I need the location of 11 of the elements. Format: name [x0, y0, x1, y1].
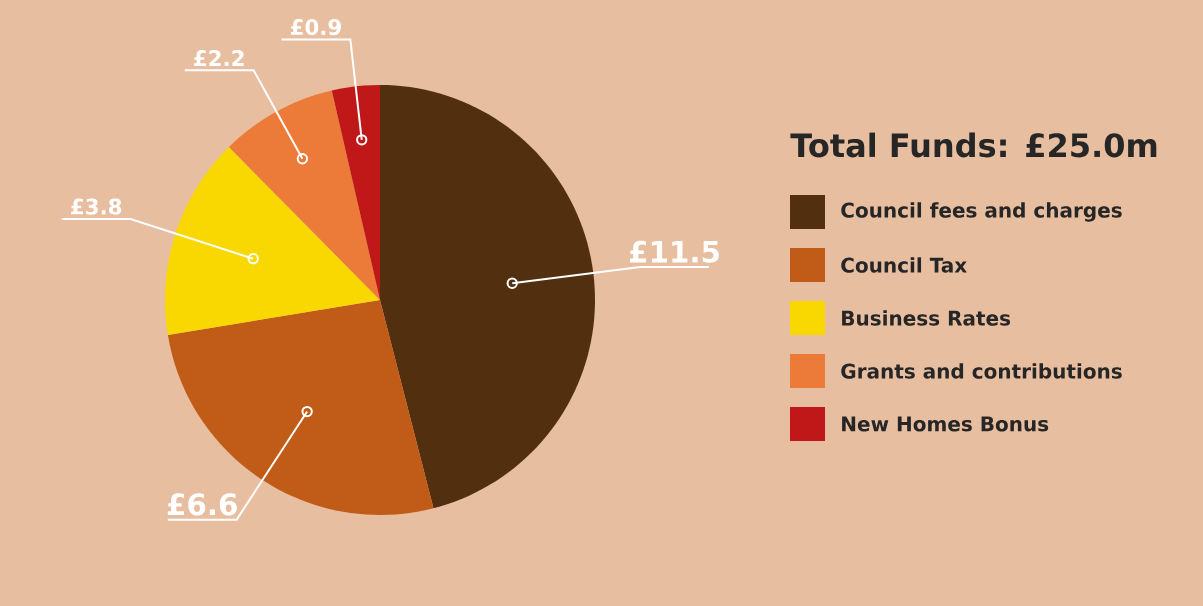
data-label: £11.5: [629, 240, 719, 263]
text: Total Funds: £25.0m: [790, 132, 1157, 158]
data-label: £2.2: [194, 50, 244, 66]
legend-label: Grants and contributions: [841, 363, 1122, 379]
data-label: £6.6: [167, 493, 237, 516]
legend-label: New Homes Bonus: [842, 416, 1049, 432]
data-label: £3.8: [71, 198, 122, 215]
legend-label: Council Tax: [841, 257, 967, 273]
legend-label: Council fees and charges: [841, 202, 1122, 222]
legend-label: Business Rates: [842, 310, 1011, 326]
data-label: £0.9: [290, 19, 341, 36]
